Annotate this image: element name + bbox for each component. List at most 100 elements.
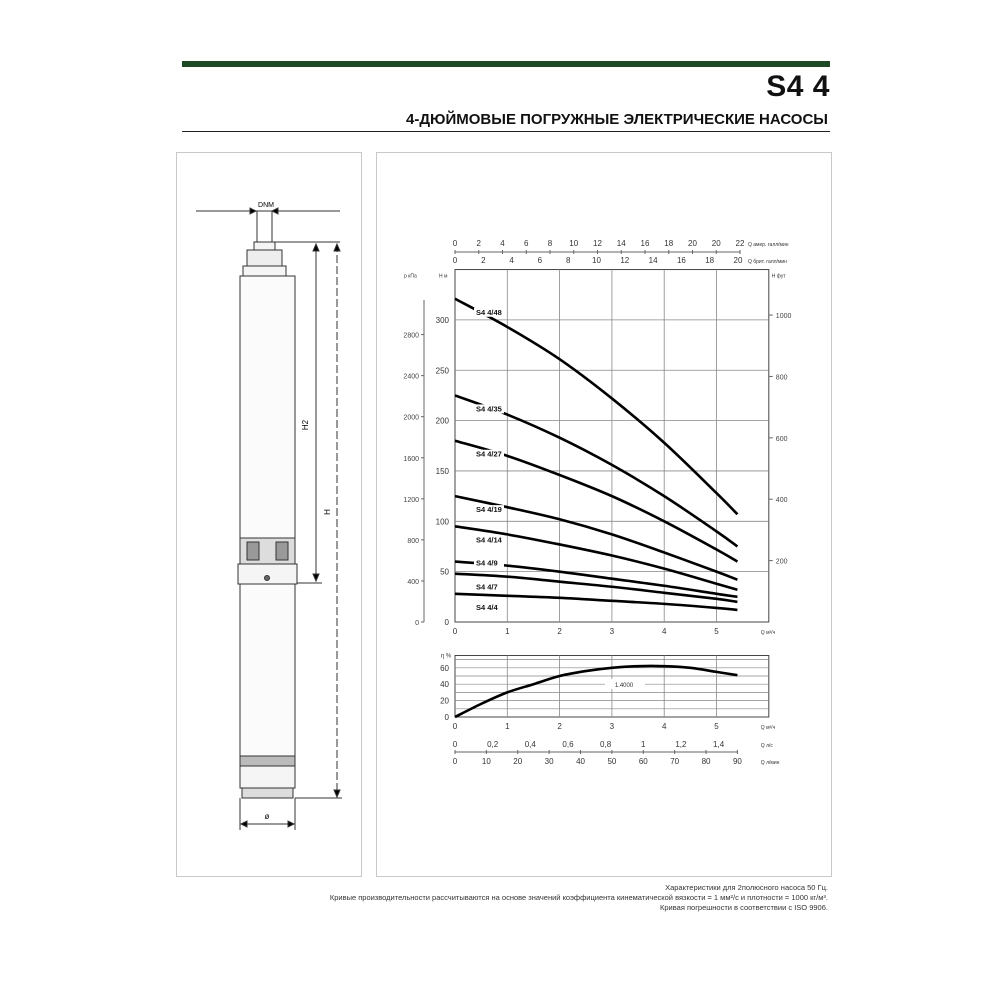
top-axis-2-tick-label: 4 (509, 256, 514, 265)
eff-y-axis-label: η % (441, 654, 452, 660)
top-axis-2-tick-label: 2 (481, 256, 486, 265)
arrow-icon (249, 207, 258, 215)
ls-tick-label: 1 (641, 740, 646, 749)
top-axis-1-tick-label: 2 (477, 239, 482, 248)
pump-curve-s4-4-14 (454, 525, 738, 592)
eff-x-tick-label: 0 (453, 722, 458, 731)
top-axis-1-tick-label: 20 (688, 239, 697, 248)
pump-curve-s4-4-19 (454, 494, 738, 581)
top-axis-1-tick-label: 22 (736, 239, 745, 248)
efficiency-curve (454, 664, 738, 719)
lmin-tick-label: 60 (639, 757, 648, 766)
ls-tick-label: 0,8 (600, 740, 612, 749)
arrow-icon (312, 242, 320, 252)
eff-x-tick-label: 5 (714, 722, 719, 731)
pump-curve-s4-4-48 (454, 297, 739, 516)
ft-tick-label: 600 (776, 436, 788, 443)
pump-curve-s4-4-9 (454, 560, 738, 599)
lmin-tick-label: 20 (513, 757, 522, 766)
pump-curve-s4-4-7 (454, 572, 738, 604)
drawing-panel (176, 152, 362, 877)
diameter-label: ø (265, 812, 270, 821)
top-axis-1-label: Q амер. галл/мин (748, 242, 789, 248)
footer-line-3: Кривая погрешности в соответствии с ISO … (660, 903, 828, 912)
x-tick-label: 1 (505, 627, 510, 636)
top-axis-1-tick-label: 20 (712, 239, 721, 248)
curve-label-bg (474, 535, 504, 545)
x-tick-label: 4 (662, 627, 667, 636)
curve-label: S4 4/14 (476, 535, 503, 544)
kpa-tick-label: 2400 (403, 374, 419, 381)
eff-x-tick-label: 4 (662, 722, 667, 731)
lmin-axis-label: Q л/мин (761, 760, 780, 766)
curve-label-bg (474, 505, 504, 515)
top-axis-2-tick-label: 12 (620, 256, 629, 265)
arrow-icon (312, 573, 320, 583)
y-tick-label: 200 (436, 417, 450, 426)
header-divider (182, 131, 830, 132)
top-axis-2-tick-label: 10 (592, 256, 601, 265)
kpa-tick-label: 2800 (403, 333, 419, 340)
kpa-tick-label: 800 (407, 538, 419, 545)
ft-tick-label: 800 (776, 374, 788, 381)
top-axis-2-tick-label: 16 (677, 256, 686, 265)
y-tick-label: 0 (445, 618, 450, 627)
annotation-bg (605, 679, 645, 689)
x-tick-label: 0 (453, 627, 458, 636)
x-tick-label: 3 (610, 627, 615, 636)
lmin-tick-label: 80 (702, 757, 711, 766)
top-axis-2-tick-label: 18 (705, 256, 714, 265)
curve-label: S4 4/4 (476, 603, 499, 612)
efficiency-annotation: 1.4000 (615, 683, 634, 689)
curve-label-bg (474, 307, 504, 317)
curve-label: S4 4/48 (476, 308, 502, 317)
curve-label: S4 4/7 (476, 583, 498, 592)
ft-tick-label: 1000 (776, 313, 792, 320)
curve-label-bg (474, 404, 504, 414)
ft-tick-label: 400 (776, 497, 788, 504)
top-axis-2-tick-label: 8 (566, 256, 571, 265)
footer-notes: Характеристики для 2полюсного насоса 50 … (330, 883, 828, 913)
lmin-tick-label: 0 (453, 757, 458, 766)
dnm-label: DNM (258, 202, 274, 209)
ls-tick-label: 1,2 (675, 740, 687, 749)
curve-label: S4 4/35 (476, 404, 502, 413)
page-subtitle: 4-ДЮЙМОВЫЕ ПОГРУЖНЫЕ ЭЛЕКТРИЧЕСКИЕ НАСОС… (406, 111, 828, 128)
top-axis-1-tick-label: 16 (641, 239, 650, 248)
ls-tick-label: 0,2 (487, 740, 499, 749)
ls-tick-label: 0 (453, 740, 458, 749)
top-axis-2-tick-label: 14 (649, 256, 658, 265)
y-tick-label: 50 (440, 568, 449, 577)
top-axis-1-tick-label: 0 (453, 239, 458, 248)
arrow-icon (333, 242, 341, 252)
model-title: S4 4 (766, 70, 830, 103)
curve-label: S4 4/27 (476, 450, 502, 459)
kpa-tick-label: 2000 (403, 415, 419, 422)
kpa-tick-label: 0 (415, 620, 419, 627)
top-axis-1-tick-label: 10 (569, 239, 578, 248)
top-axis-1-tick-label: 6 (524, 239, 529, 248)
ls-axis-label: Q л/с (761, 743, 774, 749)
kpa-tick-label: 400 (407, 579, 419, 586)
curve-label-bg (474, 602, 504, 612)
x-tick-label: 2 (557, 627, 562, 636)
h-label: H (323, 509, 332, 515)
pump-curve-s4-4-27 (454, 439, 739, 563)
curve-label-bg (474, 449, 504, 459)
eff-x-tick-label: 1 (505, 722, 510, 731)
eff-y-tick-label: 60 (440, 664, 449, 673)
footer-line-2: Кривые производительности рассчитываются… (329, 893, 828, 902)
y-tick-label: 150 (436, 467, 450, 476)
eff-x-axis-label: Q м³/ч (761, 725, 776, 731)
top-axis-2-tick-label: 6 (538, 256, 543, 265)
top-axis-2-tick-label: 0 (453, 256, 458, 265)
curve-label: S4 4/19 (476, 505, 502, 514)
lmin-tick-label: 40 (576, 757, 585, 766)
x-axis-label: Q м³/ч (761, 630, 776, 636)
ls-tick-label: 0,4 (525, 740, 537, 749)
kpa-tick-label: 1200 (403, 497, 419, 504)
eff-x-tick-label: 2 (557, 722, 562, 731)
ft-tick-label: 200 (776, 559, 788, 566)
